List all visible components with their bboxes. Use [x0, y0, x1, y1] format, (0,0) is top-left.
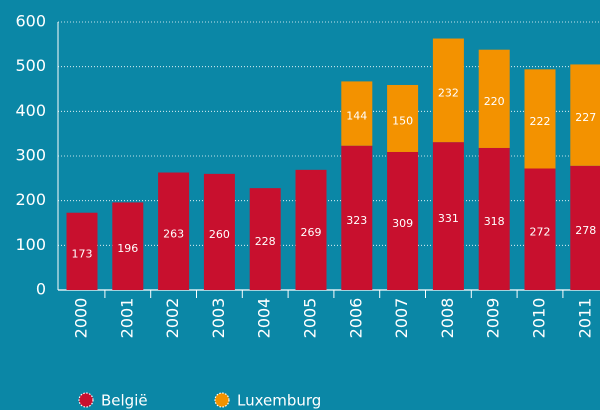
legend-swatch: [214, 392, 230, 408]
y-tick-label: 0: [36, 280, 46, 299]
data-label: 144: [346, 110, 367, 123]
data-label: 196: [117, 242, 138, 255]
data-label: 323: [346, 214, 367, 227]
bar-segment: [478, 147, 510, 290]
bar-segment: [432, 142, 464, 290]
x-tick-label: 2001: [117, 298, 136, 339]
bar-segment: [524, 168, 556, 290]
data-label: 150: [392, 114, 413, 127]
x-tick-label: 2008: [438, 298, 457, 339]
x-tick-label: 2010: [530, 298, 549, 339]
x-tick-label: 2007: [392, 298, 411, 339]
bar-segment: [387, 84, 419, 152]
y-tick-label: 200: [15, 190, 46, 209]
y-tick-label: 500: [15, 56, 46, 75]
x-tick-label: 2002: [163, 298, 182, 339]
data-label: 309: [392, 217, 413, 230]
bar-segment: [432, 38, 464, 143]
data-label: 173: [72, 247, 93, 260]
x-tick-label: 2009: [484, 298, 503, 339]
data-label: 227: [575, 111, 596, 124]
data-label: 260: [209, 228, 230, 241]
data-label: 232: [438, 86, 459, 99]
y-tick-label: 300: [15, 146, 46, 165]
bar-segment: [341, 81, 373, 146]
bar-segment: [570, 165, 600, 290]
y-tick-label: 600: [15, 12, 46, 31]
x-tick-label: 2011: [575, 298, 594, 339]
x-tick-label: 2003: [209, 298, 228, 339]
bar-segment: [66, 212, 98, 290]
legend-swatch: [78, 392, 94, 408]
x-tick-label: 2006: [346, 298, 365, 339]
x-tick-label: 2004: [255, 298, 274, 339]
bar-segment: [112, 202, 144, 290]
bar-segment: [203, 173, 235, 290]
bar-segment: [478, 49, 510, 148]
x-tick-label: 2000: [72, 298, 91, 339]
data-label: 278: [575, 224, 596, 237]
bar-segment: [295, 169, 327, 290]
data-label: 263: [163, 227, 184, 240]
y-tick-label: 100: [15, 235, 46, 254]
data-label: 318: [484, 215, 505, 228]
bar-segment: [524, 69, 556, 169]
data-label: 272: [530, 225, 551, 238]
bar-segment: [387, 151, 419, 290]
legend-label: Luxemburg: [237, 392, 321, 410]
x-tick-label: 2005: [301, 298, 320, 339]
bar-segment: [158, 172, 190, 290]
bar-segment: [341, 145, 373, 290]
legend-label: België: [101, 392, 148, 410]
data-label: 220: [484, 95, 505, 108]
data-label: 222: [530, 115, 551, 128]
data-label: 228: [255, 235, 276, 248]
data-label: 331: [438, 212, 459, 225]
bar-segment: [249, 188, 281, 290]
y-tick-label: 400: [15, 101, 46, 120]
data-label: 269: [301, 226, 322, 239]
bar-segment: [570, 64, 600, 166]
